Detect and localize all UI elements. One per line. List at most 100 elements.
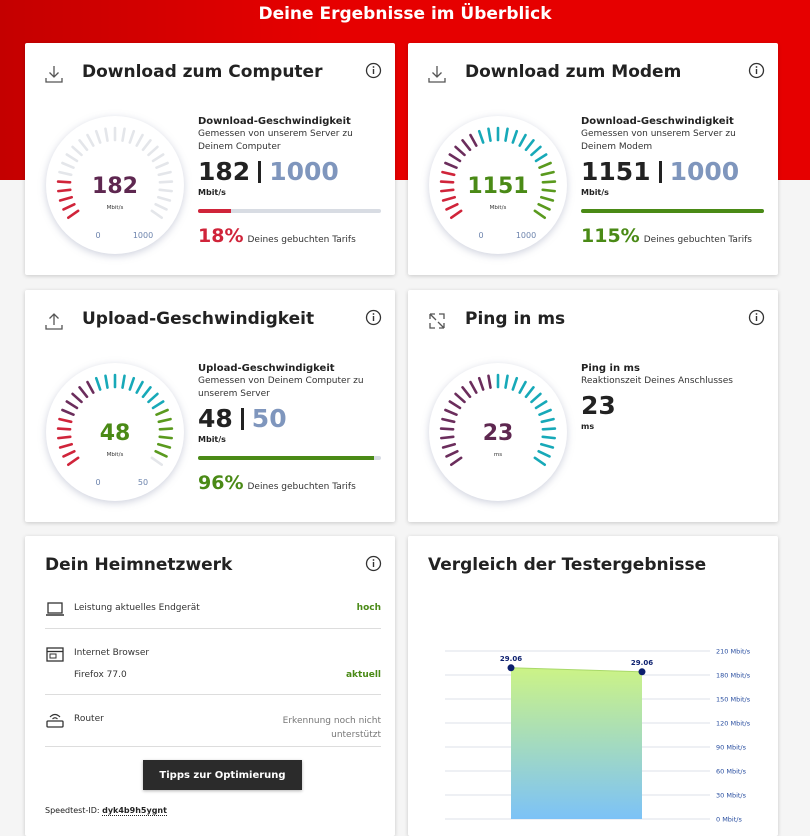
gauge-value: 1151 <box>467 174 528 199</box>
gauge-tick <box>477 129 485 144</box>
result-text: Download-Geschwindigkeit Gemessen von uns… <box>198 116 388 247</box>
rect-shape <box>755 316 758 321</box>
gauge-tick <box>141 386 152 399</box>
result-description: Gemessen von Deinem Computer zu unserem … <box>198 376 364 399</box>
gauge-tick <box>540 417 555 424</box>
optimize-button[interactable]: Tipps zur Optimierung <box>143 760 302 790</box>
gauge-tick <box>65 400 79 410</box>
gauge-tick <box>58 417 73 424</box>
gauge-tick <box>441 442 456 449</box>
info-icon[interactable] <box>748 309 765 326</box>
gauge-unit: Mbit/s <box>107 205 124 211</box>
gauge-tick <box>477 376 485 391</box>
result-numbers: 23 <box>581 391 771 421</box>
card-icon <box>45 66 63 83</box>
info-icon[interactable] <box>365 555 382 572</box>
data-point <box>507 664 515 672</box>
info-icon[interactable] <box>365 62 382 79</box>
card-title: Download zum Computer <box>82 62 323 82</box>
speedtest-id-value[interactable]: dyk4b9h5ygnt <box>102 806 167 816</box>
gauge-tick <box>445 449 459 458</box>
card-title: Ping in ms <box>465 309 566 329</box>
comparison-chart: 0 Mbit/s 30 Mbit/s 60 Mbit/s 90 Mbit/s 120 M… <box>445 648 751 824</box>
gauge-tick <box>530 392 542 404</box>
gauge-tick <box>135 380 144 394</box>
gauge-tick <box>533 456 546 466</box>
gauge-tick <box>154 449 168 458</box>
progress-track <box>198 209 381 213</box>
separator <box>240 408 244 430</box>
gauge-tick <box>94 376 102 391</box>
gauge-tick <box>104 127 109 142</box>
card-icon <box>429 313 445 329</box>
progress-fill <box>581 209 764 213</box>
gauge-tick <box>78 139 89 152</box>
gauge-max: 50 <box>138 478 148 487</box>
gauge-min: 0 <box>478 231 483 240</box>
gauge-tick <box>469 133 478 147</box>
percent-text: Deines gebuchten Tarifs <box>247 235 356 245</box>
gauge-min: 0 <box>95 478 100 487</box>
gauge-tick <box>158 180 174 184</box>
gauge-tick <box>538 408 552 416</box>
circle-shape <box>372 66 375 68</box>
y-tick-label: 150 Mbit/s <box>716 696 751 704</box>
gauge-tick <box>440 435 455 440</box>
result-heading: Download-Geschwindigkeit <box>581 116 734 127</box>
result-card: Download zum Computer 182 Mbit/s 0 1000 Downl… <box>25 43 395 275</box>
rect-shape <box>372 316 375 321</box>
progress-track <box>198 456 381 460</box>
gauge-tick <box>56 180 72 184</box>
gauge-tick <box>150 209 163 219</box>
circle-shape <box>372 559 375 561</box>
gauge-tick <box>450 209 463 219</box>
gauge-tick <box>147 392 159 404</box>
result-numbers: 182 1000 <box>198 157 388 187</box>
card-icon <box>45 313 63 330</box>
gauge-tick <box>469 380 478 394</box>
gauge-tick <box>135 133 144 147</box>
browser-icon <box>46 647 64 662</box>
speedtest-id-label: Speedtest-ID: <box>45 806 100 815</box>
gauge-tick <box>86 133 95 147</box>
progress-fill <box>198 209 231 213</box>
percent-text: Deines gebuchten Tarifs <box>247 482 356 492</box>
gauge-tick <box>511 129 519 144</box>
gauge-tick <box>534 153 548 163</box>
info-icon[interactable] <box>365 309 382 326</box>
gauge-value: 48 <box>100 421 131 446</box>
y-tick-label: 0 Mbit/s <box>716 816 742 824</box>
gauge: 23 ms <box>429 363 567 501</box>
gauge-tick <box>61 408 75 416</box>
result-max: 50 <box>251 404 287 433</box>
gauge-tick <box>151 153 165 163</box>
x-label: 29.06 <box>500 655 522 663</box>
gauge-max: 1000 <box>516 231 536 240</box>
y-tick-label: 180 Mbit/s <box>716 672 751 680</box>
result-max: 1000 <box>269 157 339 186</box>
card-title: Vergleich der Testergebnisse <box>428 555 707 575</box>
gauge-tick <box>441 195 456 202</box>
result-heading: Download-Geschwindigkeit <box>198 116 351 127</box>
card-icon <box>428 66 446 83</box>
info-icon[interactable] <box>748 62 765 79</box>
separator <box>258 161 262 183</box>
gauge-tick <box>78 386 89 399</box>
result-heading: Ping in ms <box>581 363 640 374</box>
result-text: Download-Geschwindigkeit Gemessen von uns… <box>581 116 771 247</box>
rect-shape <box>49 653 57 659</box>
path-shape <box>45 66 63 83</box>
result-value: 23 <box>581 391 616 420</box>
rect-shape <box>755 69 758 74</box>
gauge-tick <box>487 374 492 389</box>
result-value: 1151 <box>581 157 651 186</box>
data-point <box>638 668 646 676</box>
gauge-tick <box>540 442 555 449</box>
percent-row: 18% Deines gebuchten Tarifs <box>198 225 388 247</box>
circle-shape <box>748 62 765 79</box>
area-line <box>510 667 643 673</box>
y-tick-label: 60 Mbit/s <box>716 768 747 776</box>
gauge-tick <box>461 386 472 399</box>
path-shape <box>429 313 445 329</box>
